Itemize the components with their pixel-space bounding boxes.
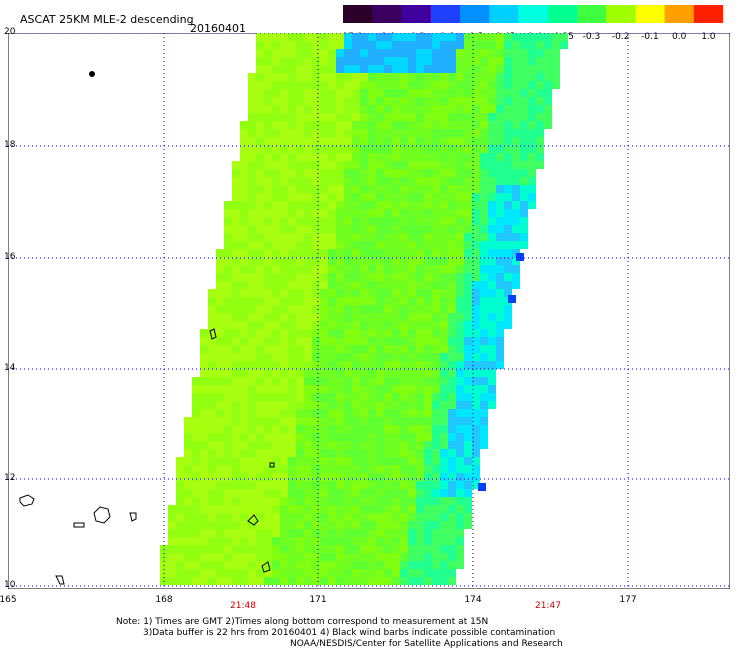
colorbar-label: -0.3 — [582, 32, 601, 42]
colorbar-segment — [430, 5, 461, 23]
time-label-right: 21:47 — [535, 601, 561, 611]
note-line-2: 3)Data buffer is 22 hrs from 20160401 4)… — [143, 628, 556, 638]
island-outlines — [19, 71, 275, 585]
lat-lon-grid — [8, 33, 730, 589]
data-swath — [160, 33, 568, 585]
colorbar-label: 0.0 — [671, 32, 687, 42]
lon-label-174: 174 — [464, 595, 482, 605]
lon-label-168: 168 — [155, 595, 173, 605]
colorbar-segment — [489, 5, 519, 23]
colorbar-segment — [518, 5, 549, 23]
colorbar-segment — [693, 5, 724, 23]
colorbar-segment — [401, 5, 432, 23]
colorbar-label: -0.2 — [611, 32, 630, 42]
note-line-1: Note: 1) Times are GMT 2)Times along bot… — [116, 617, 489, 627]
colorbar-segment — [343, 5, 373, 23]
product-title: ASCAT 25KM MLE-2 descending — [20, 13, 194, 26]
colorbar-segment — [547, 5, 578, 23]
note-line-3: NOAA/NESDIS/Center for Satellite Applica… — [290, 639, 563, 649]
colorbar-label: 1.0 — [701, 32, 716, 42]
colorbar-segment — [606, 5, 636, 23]
colorbar-segment — [635, 5, 666, 23]
colorbar-segment — [664, 5, 695, 23]
lat-label-16: 16 — [4, 252, 16, 262]
lat-label-10: 10 — [4, 580, 16, 590]
lat-label-12: 12 — [4, 473, 16, 483]
colorbar-segment — [372, 5, 402, 23]
map-plot — [8, 33, 730, 589]
lon-label-171: 171 — [309, 595, 327, 605]
colorbar-gradient — [343, 5, 724, 23]
lon-label-165: 165 — [0, 595, 17, 605]
lat-label-20: 20 — [4, 27, 16, 37]
colorbar-label: -0.1 — [641, 32, 659, 42]
colorbar-segment — [459, 5, 490, 23]
colorbar-segment — [576, 5, 607, 23]
lon-label-177: 177 — [619, 595, 637, 605]
lat-label-18: 18 — [4, 140, 16, 150]
lat-label-14: 14 — [4, 363, 16, 373]
time-label-left: 21:48 — [230, 601, 256, 611]
product-date: 20160401 — [190, 22, 246, 35]
